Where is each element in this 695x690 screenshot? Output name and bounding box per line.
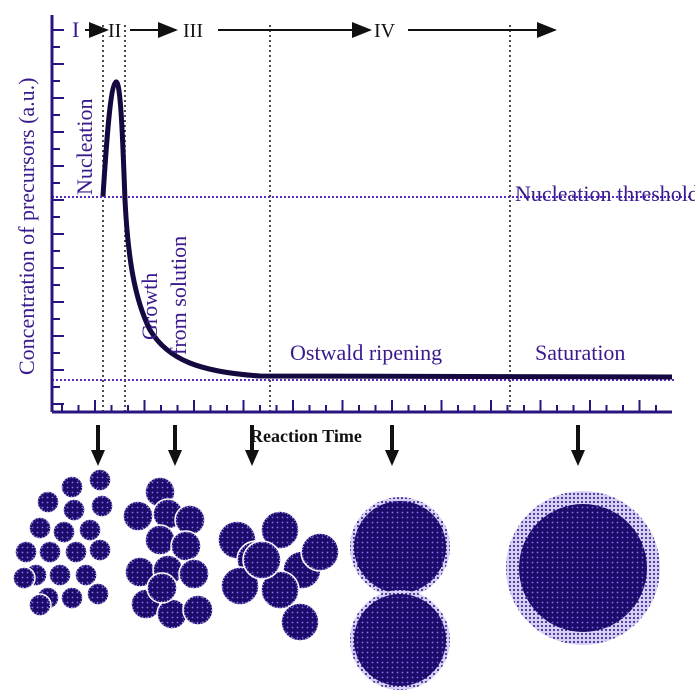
particle-core [354,501,446,593]
x-axis-label: Reaction Time [250,426,362,446]
saturation-label: Saturation [535,340,625,365]
particle [49,564,71,586]
particles [13,425,660,690]
particle [175,505,205,535]
stage-label: III [183,20,203,42]
particle [13,567,35,589]
particle [65,541,87,563]
particle [145,525,175,555]
arrow-head [385,450,399,466]
particle [123,501,153,531]
particle [75,564,97,586]
particle [89,539,111,561]
particle-core [519,504,647,632]
stage-label: IV [374,20,396,42]
arrow-head [168,450,182,466]
particle [53,521,75,543]
particle [37,491,59,513]
arrow-head [91,450,105,466]
particle [179,559,209,589]
stage-label: II [108,20,121,42]
particle [61,587,83,609]
particle [281,603,319,641]
particle [183,595,213,625]
particle [89,469,111,491]
stage-label: I [72,17,79,42]
particle [243,541,281,579]
particle [15,541,37,563]
ostwald-label: Ostwald ripening [290,340,442,365]
y-axis-label: Concentration of precursors (a.u.) [14,77,39,375]
particle [79,519,101,541]
particle [39,541,61,563]
threshold-label: Nucleation threshold [515,181,695,206]
nucleation-label: Nucleation [72,98,97,195]
growth-label: Growth [137,273,162,340]
particle [29,594,51,616]
growth-label: from solution [166,236,191,355]
particle [29,517,51,539]
particle [147,573,177,603]
arrow-head [571,450,585,466]
particle [87,583,109,605]
particle-core [354,594,446,686]
particle [63,499,85,521]
particle [91,495,113,517]
particle [61,476,83,498]
particle [301,533,339,571]
diagram: I II III IV Nucleation Growth from solut… [0,0,695,690]
arrow-head [245,450,259,466]
